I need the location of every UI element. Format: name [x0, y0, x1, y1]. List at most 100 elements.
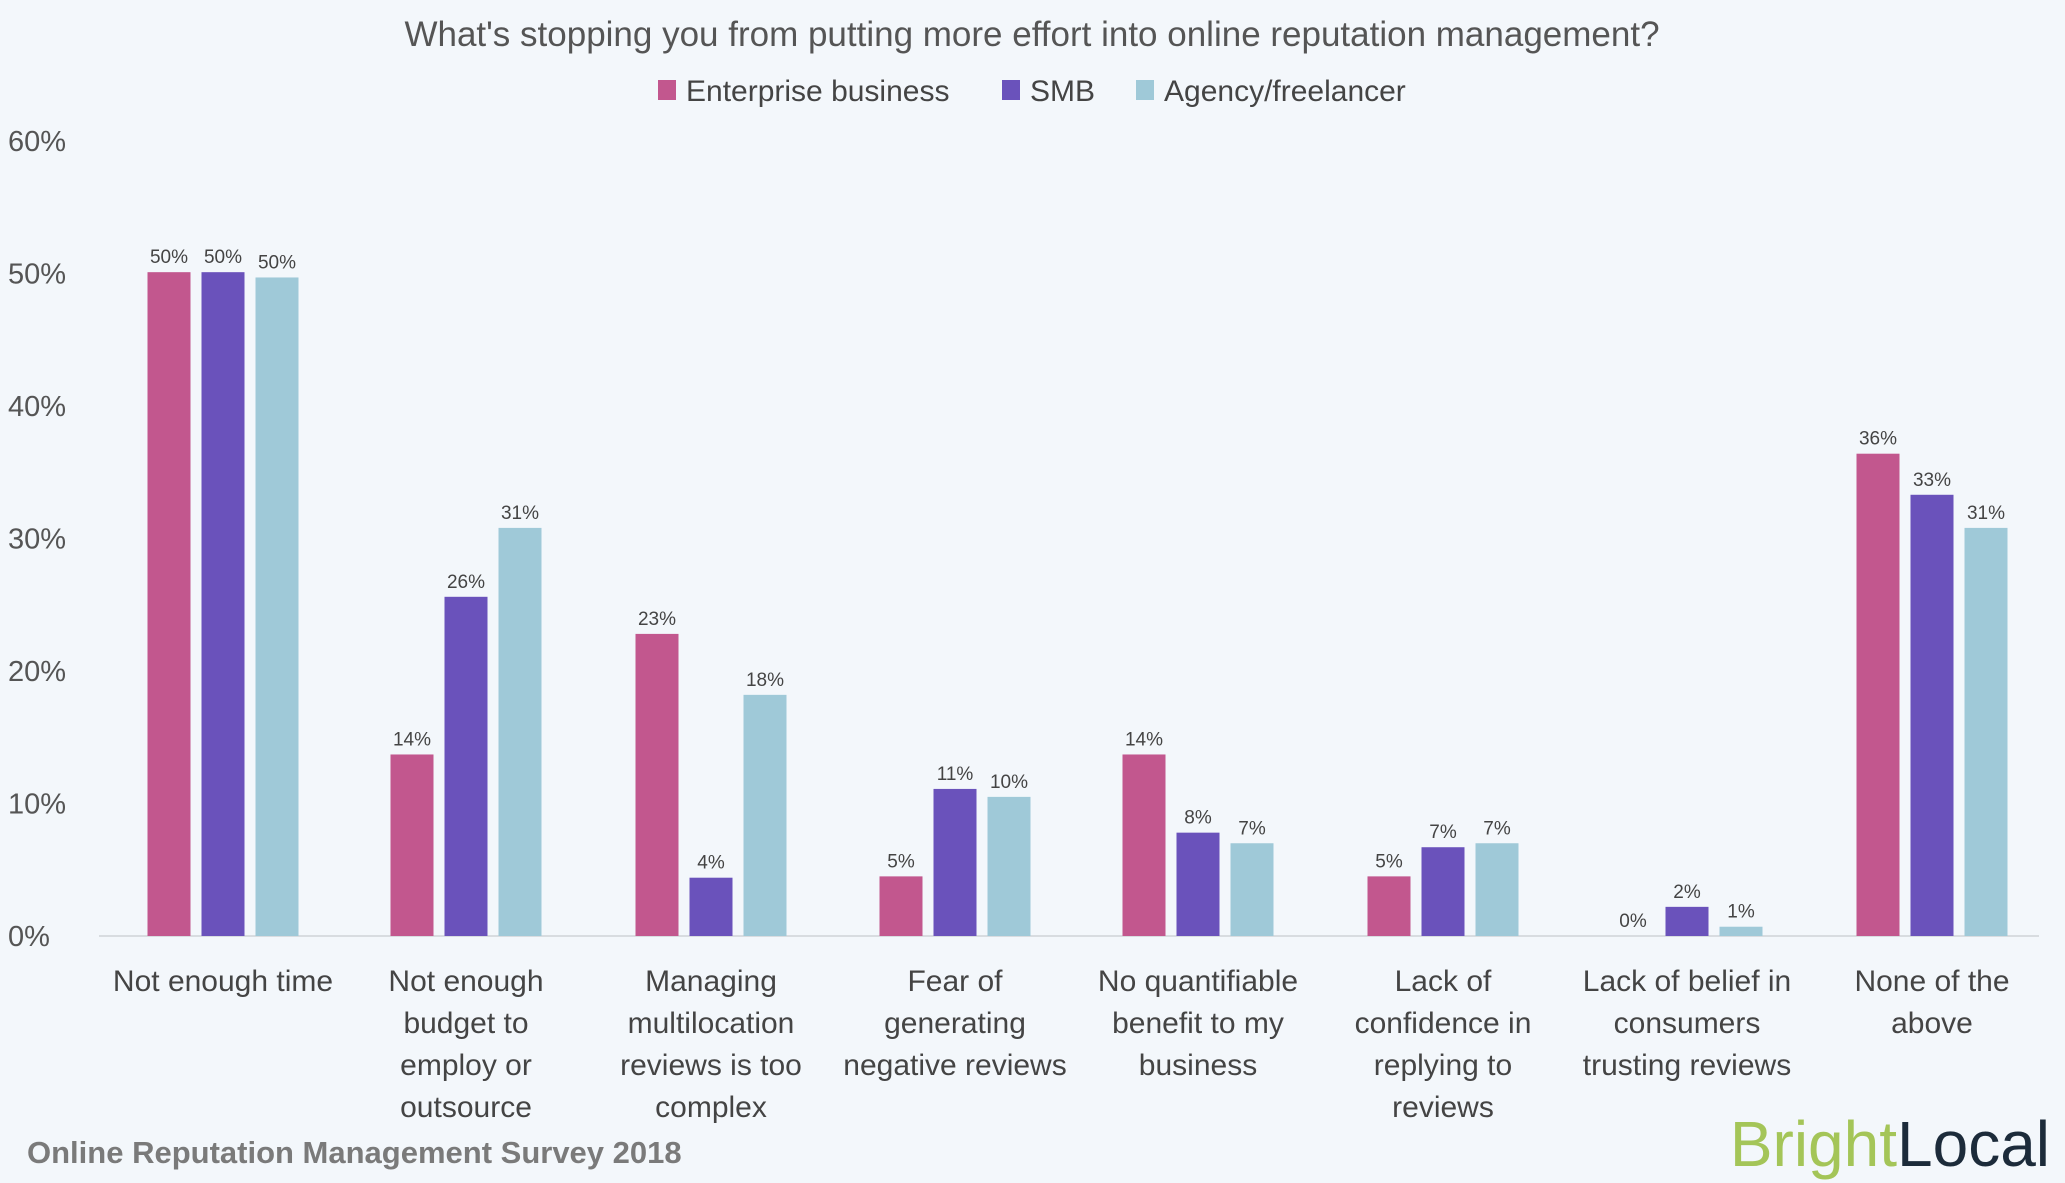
x-tick-label-line: Not enough time	[113, 965, 333, 998]
bar	[498, 527, 542, 936]
data-label: 1%	[1727, 902, 1755, 923]
data-label: 10%	[990, 772, 1028, 793]
bars: 50% 50% 50% 14% 26% 31% 23% 4% 18% 5% 11% 10% 14% 8% 7…	[147, 247, 2008, 937]
x-tick-label-line: above	[1891, 1007, 1973, 1040]
x-axis-labels: Not enough time Not enough budget to employ…	[113, 965, 2010, 1124]
bar	[1964, 527, 2008, 936]
legend-label: SMB	[1030, 75, 1095, 108]
data-label: 0%	[1619, 911, 1647, 932]
bar	[635, 633, 679, 936]
y-tick-label: 60%	[8, 126, 66, 158]
data-label: 11%	[937, 764, 974, 785]
bar	[689, 877, 733, 936]
footer-source: Online Reputation Management Survey 2018	[27, 1135, 682, 1170]
data-label: 14%	[1125, 729, 1163, 750]
data-label: 7%	[1483, 818, 1511, 839]
data-label: 8%	[1184, 808, 1212, 829]
data-label: 31%	[1967, 503, 2005, 524]
x-tick-label-line: budget to	[403, 1007, 528, 1040]
data-label: 31%	[501, 503, 539, 524]
x-tick-label-line: Not enough	[388, 965, 543, 998]
x-tick-label: Lack of confidence in replying to reviews	[1355, 965, 1532, 1124]
bar	[1719, 926, 1763, 936]
x-tick-label-line: employ or	[400, 1049, 532, 1082]
x-tick-label-line: replying to	[1374, 1049, 1512, 1082]
legend: Enterprise business SMB Agency/freelancer	[658, 75, 1406, 108]
y-tick-label: 50%	[8, 259, 66, 291]
x-tick-label: No quantifiable benefit to my business	[1098, 965, 1298, 1082]
bar	[933, 788, 977, 936]
x-tick-label-line: Managing	[645, 965, 777, 998]
x-tick-label-line: multilocation	[628, 1007, 795, 1040]
legend-label: Enterprise business	[686, 75, 949, 108]
y-tick-label: 10%	[8, 789, 66, 821]
y-tick-label: 0%	[8, 921, 50, 953]
data-label: 50%	[258, 252, 296, 273]
data-label: 5%	[887, 851, 915, 872]
legend-swatch	[1002, 80, 1020, 100]
bar	[1176, 832, 1220, 936]
x-tick-label-line: negative reviews	[843, 1049, 1066, 1082]
y-tick-label: 40%	[8, 391, 66, 423]
x-tick-label: Lack of belief in consumers trusting revie…	[1583, 965, 1791, 1082]
bar	[1122, 754, 1166, 936]
bar	[201, 272, 245, 936]
x-tick-label-line: Lack of belief in	[1583, 965, 1791, 998]
bar	[987, 796, 1031, 936]
x-tick-label-line: Lack of	[1395, 965, 1492, 998]
x-tick-label-line: business	[1139, 1049, 1257, 1082]
logo-part-bright: Bright	[1730, 1108, 1897, 1180]
x-tick-label-line: reviews is too	[620, 1049, 802, 1082]
bar	[390, 754, 434, 936]
bar	[743, 694, 787, 936]
data-label: 7%	[1429, 822, 1457, 843]
bar	[1856, 453, 1900, 936]
data-label: 14%	[393, 729, 431, 750]
x-tick-label-line: confidence in	[1355, 1007, 1532, 1040]
data-label: 2%	[1673, 882, 1701, 903]
x-tick-label-line: complex	[655, 1091, 767, 1124]
x-tick-label-line: consumers	[1614, 1007, 1761, 1040]
data-label: 26%	[447, 572, 485, 593]
x-tick-label: Not enough budget to employ or outsource	[388, 965, 543, 1124]
data-label: 18%	[746, 670, 784, 691]
data-label: 50%	[150, 247, 188, 268]
y-tick-label: 20%	[8, 656, 66, 688]
bar	[147, 272, 191, 936]
x-tick-label-line: outsource	[400, 1091, 532, 1124]
x-tick-label-line: No quantifiable	[1098, 965, 1298, 998]
bar	[879, 876, 923, 936]
data-label: 4%	[697, 853, 725, 874]
bar	[255, 277, 299, 937]
data-label: 36%	[1859, 429, 1897, 450]
x-tick-label-line: trusting reviews	[1583, 1049, 1791, 1082]
logo-part-local: Local	[1897, 1108, 2050, 1180]
data-label: 5%	[1375, 851, 1403, 872]
data-label: 33%	[1913, 470, 1951, 491]
data-label: 23%	[638, 609, 676, 630]
data-label: 50%	[204, 247, 242, 268]
bar	[1475, 843, 1519, 936]
y-axis: 0% 10% 20% 30% 40% 50% 60%	[8, 126, 66, 953]
x-tick-label-line: benefit to my	[1112, 1007, 1284, 1040]
x-tick-label-line: Fear of	[907, 965, 1003, 998]
y-tick-label: 30%	[8, 524, 66, 556]
x-tick-label-line: reviews	[1392, 1091, 1494, 1124]
bar	[444, 596, 488, 936]
brightlocal-logo: BrightLocal	[1730, 1108, 2050, 1180]
data-label: 7%	[1238, 818, 1266, 839]
x-tick-label: Not enough time	[113, 965, 333, 998]
x-tick-label: None of the above	[1854, 965, 2009, 1040]
bar	[1665, 906, 1709, 936]
bar	[1910, 494, 1954, 936]
legend-swatch	[1136, 80, 1154, 100]
bar	[1230, 843, 1274, 936]
legend-swatch	[658, 80, 676, 100]
bar	[1421, 847, 1465, 936]
x-tick-label: Managing multilocation reviews is too compl…	[620, 965, 802, 1124]
legend-label: Agency/freelancer	[1164, 75, 1406, 108]
x-tick-label-line: generating	[884, 1007, 1026, 1040]
bar	[1367, 876, 1411, 936]
chart-title: What's stopping you from putting more ef…	[404, 15, 1659, 54]
